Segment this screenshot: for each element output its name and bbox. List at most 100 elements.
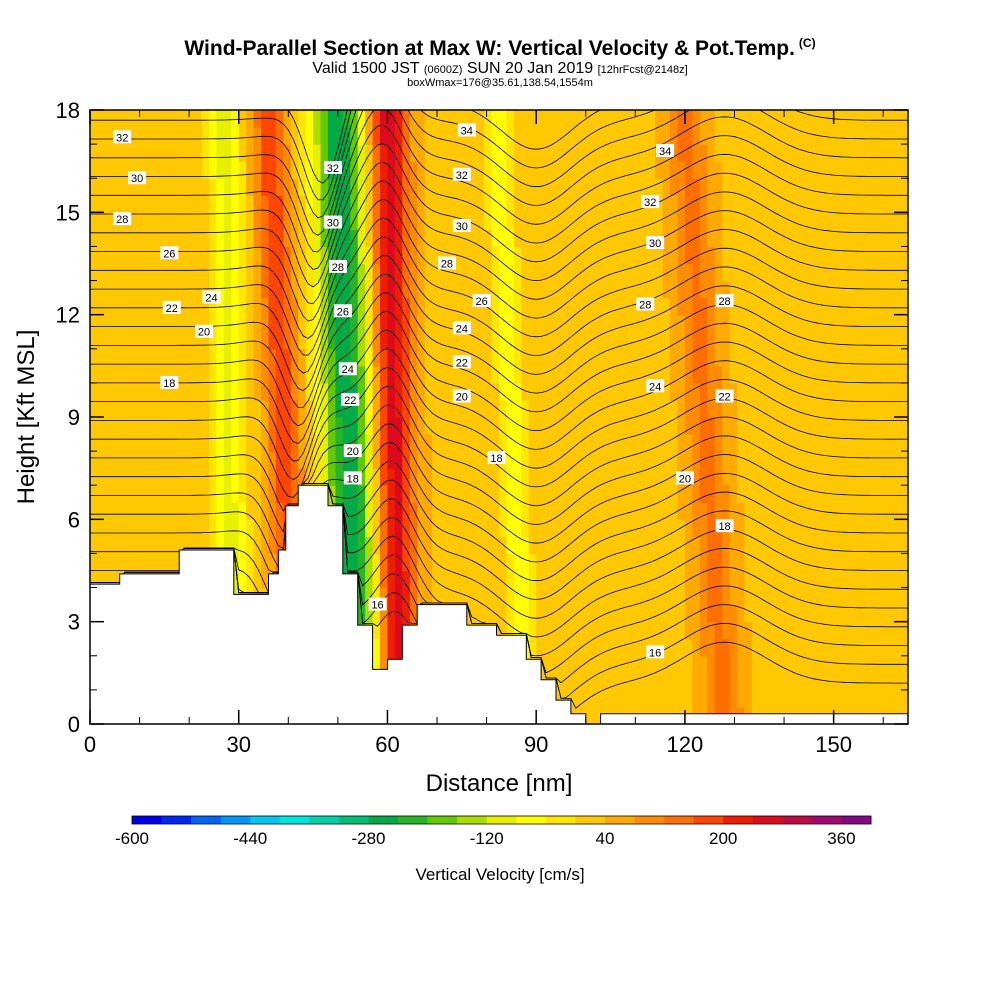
velocity-cell — [796, 263, 805, 282]
velocity-cell — [595, 434, 604, 452]
velocity-cell — [855, 434, 864, 452]
velocity-cell — [409, 365, 418, 384]
velocity-cell — [736, 263, 745, 282]
velocity-cell — [885, 553, 894, 572]
velocity-cell — [595, 365, 604, 384]
velocity-cell — [119, 485, 128, 503]
velocity-cell — [796, 110, 805, 128]
contour-label-bg — [641, 195, 660, 209]
velocity-cell — [826, 331, 835, 350]
contour-label-text: 20 — [456, 392, 468, 404]
velocity-cell — [595, 604, 604, 623]
velocity-cell — [655, 502, 664, 520]
velocity-cell — [878, 519, 887, 537]
velocity-cell — [142, 553, 151, 572]
velocity-cell — [803, 587, 812, 606]
velocity-cell — [789, 417, 798, 435]
velocity-cell — [528, 263, 537, 282]
velocity-cell — [603, 161, 612, 179]
velocity-cell — [97, 161, 106, 179]
velocity-cell — [684, 502, 693, 520]
velocity-cell — [565, 553, 574, 572]
velocity-cell — [699, 382, 708, 401]
velocity-cell — [870, 365, 879, 384]
velocity-cell — [238, 331, 247, 350]
velocity-cell — [275, 519, 284, 537]
velocity-cell — [104, 161, 113, 179]
velocity-cell — [588, 536, 597, 555]
velocity-cell — [216, 212, 225, 230]
velocity-cell — [387, 417, 396, 435]
contour-label-text: 30 — [131, 173, 143, 185]
velocity-cell — [870, 212, 879, 230]
velocity-cell — [803, 655, 812, 674]
velocity-cell — [402, 314, 411, 333]
contour-label: 18 — [715, 519, 734, 533]
velocity-cell — [90, 246, 99, 265]
velocity-cell — [729, 280, 738, 299]
velocity-cell — [156, 127, 165, 145]
contour-label: 28 — [113, 212, 132, 226]
velocity-cell — [461, 331, 470, 350]
velocity-cell — [855, 331, 864, 350]
velocity-cell — [744, 161, 753, 179]
velocity-cell — [513, 144, 522, 162]
velocity-cell — [90, 314, 99, 333]
velocity-cell — [870, 451, 879, 469]
velocity-cell — [536, 212, 545, 230]
velocity-cell — [357, 144, 366, 162]
velocity-cell — [714, 365, 723, 384]
velocity-cell — [112, 399, 121, 418]
velocity-cell — [142, 144, 151, 162]
velocity-cell — [424, 331, 433, 350]
velocity-cell — [759, 655, 768, 674]
velocity-cell — [558, 280, 567, 299]
velocity-cell — [476, 502, 485, 520]
velocity-cell — [372, 638, 381, 657]
isentrope-line — [90, 479, 908, 600]
velocity-cell — [223, 502, 232, 520]
velocity-cell — [885, 229, 894, 248]
velocity-cell — [647, 246, 656, 265]
velocity-cell — [759, 434, 768, 452]
velocity-cell — [841, 536, 850, 555]
velocity-cell — [855, 365, 864, 384]
velocity-cell — [855, 468, 864, 486]
velocity-cell — [781, 638, 790, 657]
velocity-cell — [781, 417, 790, 435]
velocity-cell — [565, 314, 574, 333]
velocity-cell — [216, 110, 225, 128]
velocity-cell — [380, 399, 389, 418]
velocity-cell — [409, 212, 418, 230]
velocity-cell — [766, 672, 775, 691]
colorbar-swatch — [723, 816, 754, 824]
velocity-cell — [610, 297, 619, 316]
velocity-cell — [528, 297, 537, 316]
velocity-cell — [216, 434, 225, 452]
velocity-cell — [781, 689, 790, 708]
velocity-cell — [387, 348, 396, 367]
velocity-cell — [536, 246, 545, 265]
velocity-cell — [253, 434, 262, 452]
velocity-cell — [171, 417, 180, 435]
velocity-cell — [394, 365, 403, 384]
velocity-cell — [365, 451, 374, 469]
velocity-cell — [863, 621, 872, 640]
velocity-cell — [863, 399, 872, 418]
velocity-cell — [186, 417, 195, 435]
velocity-cell — [692, 331, 701, 350]
velocity-cell — [818, 536, 827, 555]
velocity-cell — [818, 638, 827, 657]
velocity-cell — [357, 297, 366, 316]
velocity-cell — [766, 502, 775, 520]
velocity-cell — [424, 212, 433, 230]
velocity-cell — [573, 502, 582, 520]
isentrope-line — [90, 217, 908, 356]
velocity-cell — [543, 604, 552, 623]
velocity-cell — [365, 604, 374, 623]
velocity-cell — [327, 195, 336, 213]
velocity-cell — [454, 417, 463, 435]
colorbar-swatch — [220, 816, 251, 824]
velocity-cell — [208, 331, 218, 350]
velocity-cell — [253, 110, 262, 128]
